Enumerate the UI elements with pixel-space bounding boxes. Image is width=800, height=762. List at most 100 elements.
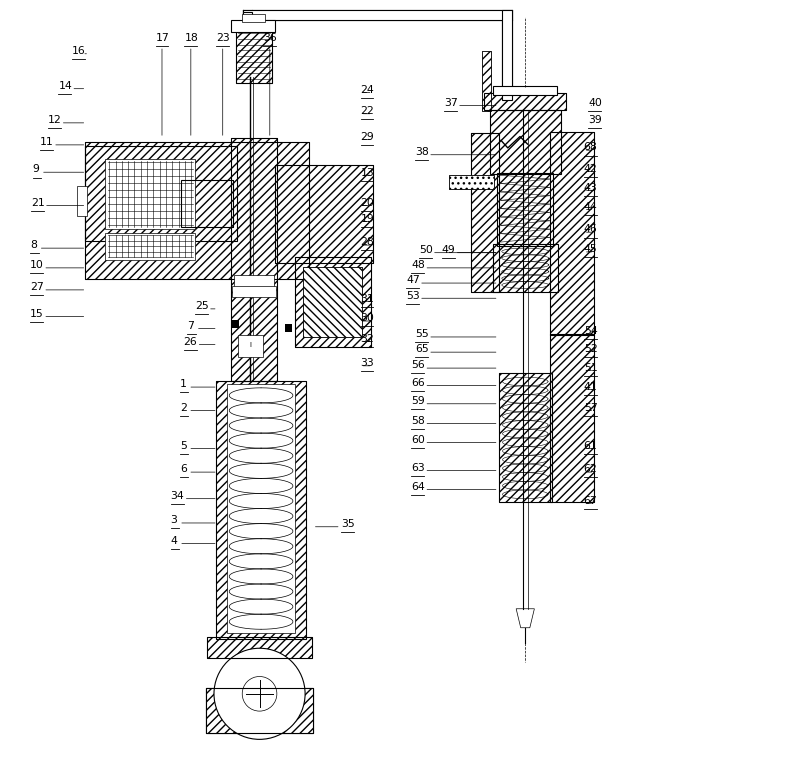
Bar	[243, 11, 512, 20]
Text: 21: 21	[31, 198, 45, 208]
Bar	[550, 132, 594, 335]
Text: 52: 52	[584, 344, 598, 354]
Bar	[550, 132, 594, 335]
Bar	[231, 21, 275, 32]
Bar	[490, 110, 561, 174]
Text: 38: 38	[415, 147, 429, 157]
Text: 49: 49	[442, 245, 455, 255]
Bar	[303, 267, 362, 337]
Bar	[234, 275, 274, 288]
Bar	[497, 173, 554, 246]
Text: 48: 48	[411, 260, 425, 271]
Text: 36: 36	[263, 33, 277, 43]
Text: 53: 53	[406, 290, 420, 300]
Text: 6: 6	[180, 464, 186, 475]
Bar	[550, 334, 594, 502]
Text: 4: 4	[170, 536, 178, 546]
Bar	[182, 180, 233, 227]
Text: 25: 25	[195, 301, 209, 311]
Bar	[502, 11, 512, 100]
Text: 35: 35	[341, 519, 354, 529]
Text: 8: 8	[30, 241, 37, 251]
Text: 15: 15	[30, 309, 44, 319]
Bar	[243, 12, 252, 20]
Text: 34: 34	[170, 491, 185, 501]
Bar	[449, 175, 494, 189]
Text: 39: 39	[588, 115, 602, 125]
Bar	[490, 110, 561, 174]
Bar	[231, 138, 277, 381]
Bar	[285, 324, 292, 331]
Bar	[85, 146, 237, 241]
Text: 41: 41	[584, 382, 598, 392]
Text: 46: 46	[584, 225, 598, 235]
Bar	[449, 175, 494, 189]
Text: 54: 54	[584, 326, 598, 336]
Text: 13: 13	[361, 168, 374, 178]
Text: 63: 63	[411, 463, 425, 473]
Bar	[493, 245, 558, 292]
Text: 43: 43	[584, 183, 598, 193]
Text: 68: 68	[584, 142, 598, 152]
Bar	[275, 165, 373, 264]
Text: 64: 64	[411, 482, 425, 491]
Bar	[482, 51, 491, 111]
Text: 7: 7	[187, 321, 194, 331]
Bar	[85, 142, 309, 278]
Text: 37: 37	[444, 98, 458, 107]
Text: 3: 3	[170, 515, 178, 525]
Bar	[236, 30, 273, 82]
Bar	[484, 93, 566, 110]
Text: 19: 19	[361, 214, 374, 224]
Text: I: I	[250, 341, 251, 347]
Text: 51: 51	[584, 363, 598, 373]
Bar	[238, 335, 262, 357]
Text: 31: 31	[361, 293, 374, 303]
Text: 62: 62	[584, 464, 598, 475]
Bar	[106, 233, 195, 260]
Bar	[482, 51, 491, 111]
Bar	[227, 384, 295, 633]
Text: 45: 45	[584, 244, 598, 255]
Text: 66: 66	[411, 378, 425, 388]
Text: 44: 44	[584, 202, 598, 212]
Text: 29: 29	[361, 132, 374, 142]
Polygon shape	[516, 609, 534, 628]
Text: 20: 20	[361, 198, 374, 208]
Bar	[182, 180, 233, 227]
Bar	[295, 258, 371, 347]
Text: 1: 1	[180, 379, 186, 389]
Text: 65: 65	[415, 344, 429, 354]
Text: 67: 67	[584, 495, 598, 505]
Text: 30: 30	[361, 313, 374, 323]
Text: 61: 61	[584, 441, 598, 451]
Bar	[471, 133, 498, 292]
Bar	[471, 133, 498, 292]
Text: 26: 26	[184, 337, 198, 347]
Text: 40: 40	[588, 98, 602, 107]
Text: 10: 10	[30, 260, 44, 271]
Text: 56: 56	[411, 360, 425, 370]
Text: 22: 22	[361, 106, 374, 116]
Text: 27: 27	[30, 282, 44, 292]
Bar	[498, 373, 552, 502]
Text: 24: 24	[361, 85, 374, 94]
Bar	[231, 138, 277, 381]
Bar	[275, 165, 373, 264]
Bar	[303, 267, 362, 337]
Bar	[498, 373, 552, 502]
Bar	[494, 85, 557, 94]
Text: 5: 5	[180, 441, 186, 451]
Bar	[206, 688, 313, 733]
Circle shape	[242, 677, 277, 711]
Text: 55: 55	[415, 329, 429, 339]
Text: 47: 47	[406, 275, 420, 285]
Text: 59: 59	[411, 396, 425, 406]
Bar	[550, 334, 594, 502]
Text: 33: 33	[361, 358, 374, 368]
Bar	[85, 146, 237, 241]
Bar	[493, 245, 558, 292]
Bar	[216, 381, 306, 639]
Bar	[231, 320, 239, 328]
Text: 17: 17	[155, 33, 170, 43]
